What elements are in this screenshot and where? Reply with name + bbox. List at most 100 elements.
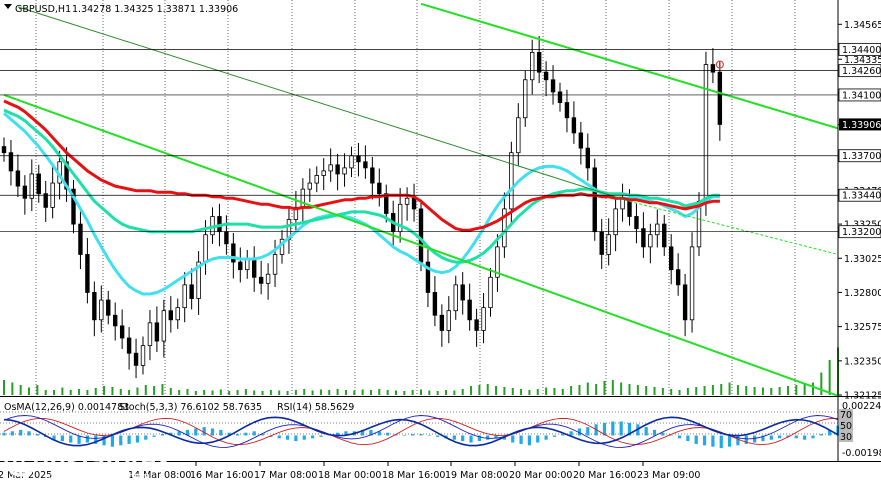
candle-body	[113, 314, 118, 327]
candle-body	[78, 223, 83, 255]
osma-bar	[436, 435, 440, 437]
candle-body	[356, 155, 361, 163]
candle-body	[238, 261, 243, 271]
osma-bar	[686, 435, 690, 442]
ind-level-box	[839, 431, 853, 442]
candle-body	[425, 261, 431, 293]
candle-body	[265, 273, 271, 284]
osma-bar	[60, 435, 64, 442]
osma-bar	[586, 427, 590, 436]
candle-body	[662, 223, 667, 248]
candle-body	[29, 173, 34, 199]
candle-body	[258, 276, 264, 284]
candle-body	[71, 188, 76, 225]
candle-body	[154, 322, 160, 342]
osma-bar	[753, 435, 757, 443]
trend-line-dashed	[629, 200, 839, 255]
osma-bar	[69, 435, 73, 443]
candle-body	[523, 79, 528, 119]
level-label-box	[838, 188, 881, 202]
osma-bar	[711, 435, 715, 447]
osma-bar	[27, 431, 31, 436]
candle-body	[453, 284, 458, 312]
price-tick-label: 1.33025	[844, 254, 881, 265]
osma-max-label: 0.002240	[842, 401, 881, 412]
candle-body	[516, 117, 521, 154]
level-label: 1.33440	[842, 191, 881, 202]
candle-body	[64, 161, 69, 190]
candle-body	[641, 228, 646, 248]
candle-body	[432, 292, 438, 316]
candle-body	[488, 276, 493, 309]
candle-body	[22, 185, 28, 199]
level-label: 1.33200	[842, 227, 881, 238]
candle-body	[321, 170, 326, 176]
candle-body	[349, 155, 354, 169]
osma-bar	[319, 435, 323, 437]
candle-body	[175, 307, 180, 321]
candle-body	[536, 52, 542, 73]
candle-body	[161, 310, 167, 342]
trend-line	[17, 6, 630, 202]
osma-bar	[669, 435, 673, 436]
osma-bar	[35, 434, 39, 436]
candle-body	[147, 322, 153, 347]
candle-body	[43, 193, 48, 208]
osma-bar	[85, 435, 89, 443]
candle-body	[363, 161, 368, 169]
candle-body	[439, 314, 445, 331]
osma-bar	[511, 435, 515, 443]
osma-bar	[344, 431, 348, 436]
osma-bar	[94, 435, 98, 444]
candle-body	[682, 284, 688, 321]
osma-bar	[761, 435, 765, 442]
osma-bar	[602, 422, 607, 436]
osma-bar	[819, 434, 823, 436]
candle-body	[251, 258, 257, 278]
candle-body	[85, 254, 90, 293]
candle-body	[717, 71, 723, 125]
candle-body	[613, 208, 618, 236]
osma-bar	[377, 431, 381, 436]
candle-body	[669, 246, 674, 271]
level-label: 1.34260	[842, 66, 881, 77]
osma-bar	[194, 428, 198, 436]
candle-body	[92, 292, 97, 321]
osma-bar	[252, 431, 256, 436]
dropdown-arrow-icon[interactable]	[4, 4, 12, 9]
candle-body	[599, 231, 604, 255]
trend-channels	[3, 2, 839, 397]
osma-bar	[461, 435, 465, 442]
high-marker-icon	[715, 60, 724, 69]
osma-bar	[552, 435, 557, 437]
current-price-box	[839, 118, 881, 131]
osma-bar	[135, 435, 140, 443]
rsi-label: RSI(14) 58.5629	[277, 402, 354, 413]
candle-body	[370, 167, 375, 184]
osma-bar	[527, 435, 532, 446]
chart-header: GBPUSD,H1 1.34278 1.34325 1.33871 1.3390…	[4, 4, 238, 15]
level-label: 1.34100	[842, 90, 881, 101]
price-axis: 1.345651.343351.341151.339051.336851.334…	[838, 20, 881, 459]
osma-bar	[102, 435, 106, 446]
osma-bar	[144, 435, 148, 440]
candle-body	[592, 167, 597, 233]
osma-bar	[644, 427, 648, 436]
candle-body	[495, 246, 500, 278]
ind-level-label: 70	[840, 410, 852, 421]
candle-body	[168, 310, 173, 321]
channel-upper-line	[420, 2, 839, 130]
instaforex-logo: instaforex Instant Forex Trading	[4, 443, 171, 483]
price-tick-label: 1.32350	[844, 356, 881, 367]
ind-level-label: 50	[840, 421, 852, 432]
candle-body	[119, 325, 125, 339]
time-label: 20 Mar 00:00	[509, 470, 572, 481]
candle-body	[481, 307, 486, 331]
level-label-box	[838, 149, 881, 163]
candle-body	[530, 52, 535, 81]
rsi-line	[3, 416, 839, 447]
candle-body	[467, 299, 472, 321]
stoch-label: Stoch(5,3,3) 76.6102 58.7635	[119, 402, 262, 413]
candle-body	[418, 208, 424, 263]
